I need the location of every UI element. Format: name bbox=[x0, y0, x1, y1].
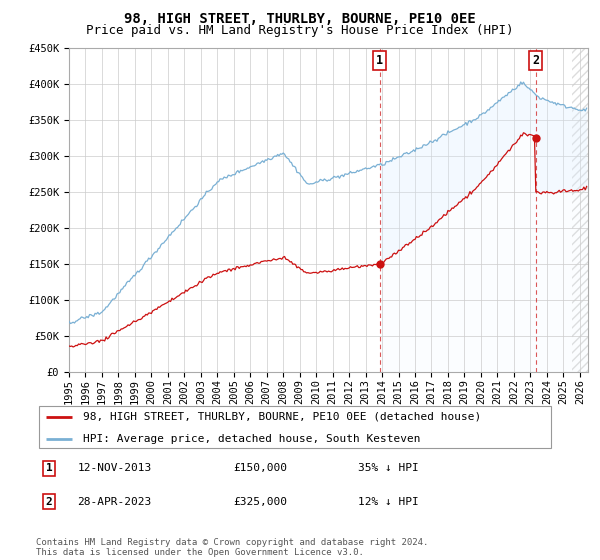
Text: HPI: Average price, detached house, South Kesteven: HPI: Average price, detached house, Sout… bbox=[83, 434, 420, 444]
Text: 28-APR-2023: 28-APR-2023 bbox=[77, 497, 152, 507]
Text: Contains HM Land Registry data © Crown copyright and database right 2024.
This d: Contains HM Land Registry data © Crown c… bbox=[36, 538, 428, 557]
Text: 35% ↓ HPI: 35% ↓ HPI bbox=[358, 464, 419, 473]
Text: 1: 1 bbox=[46, 464, 52, 473]
Text: 1: 1 bbox=[376, 54, 383, 67]
FancyBboxPatch shape bbox=[38, 405, 551, 449]
Text: Price paid vs. HM Land Registry's House Price Index (HPI): Price paid vs. HM Land Registry's House … bbox=[86, 24, 514, 37]
Text: £325,000: £325,000 bbox=[233, 497, 287, 507]
Text: 12% ↓ HPI: 12% ↓ HPI bbox=[358, 497, 419, 507]
Text: 98, HIGH STREET, THURLBY, BOURNE, PE10 0EE: 98, HIGH STREET, THURLBY, BOURNE, PE10 0… bbox=[124, 12, 476, 26]
Text: 98, HIGH STREET, THURLBY, BOURNE, PE10 0EE (detached house): 98, HIGH STREET, THURLBY, BOURNE, PE10 0… bbox=[83, 412, 481, 422]
Text: 2: 2 bbox=[532, 54, 539, 67]
Text: 2: 2 bbox=[46, 497, 52, 507]
Text: £150,000: £150,000 bbox=[233, 464, 287, 473]
Text: 12-NOV-2013: 12-NOV-2013 bbox=[77, 464, 152, 473]
